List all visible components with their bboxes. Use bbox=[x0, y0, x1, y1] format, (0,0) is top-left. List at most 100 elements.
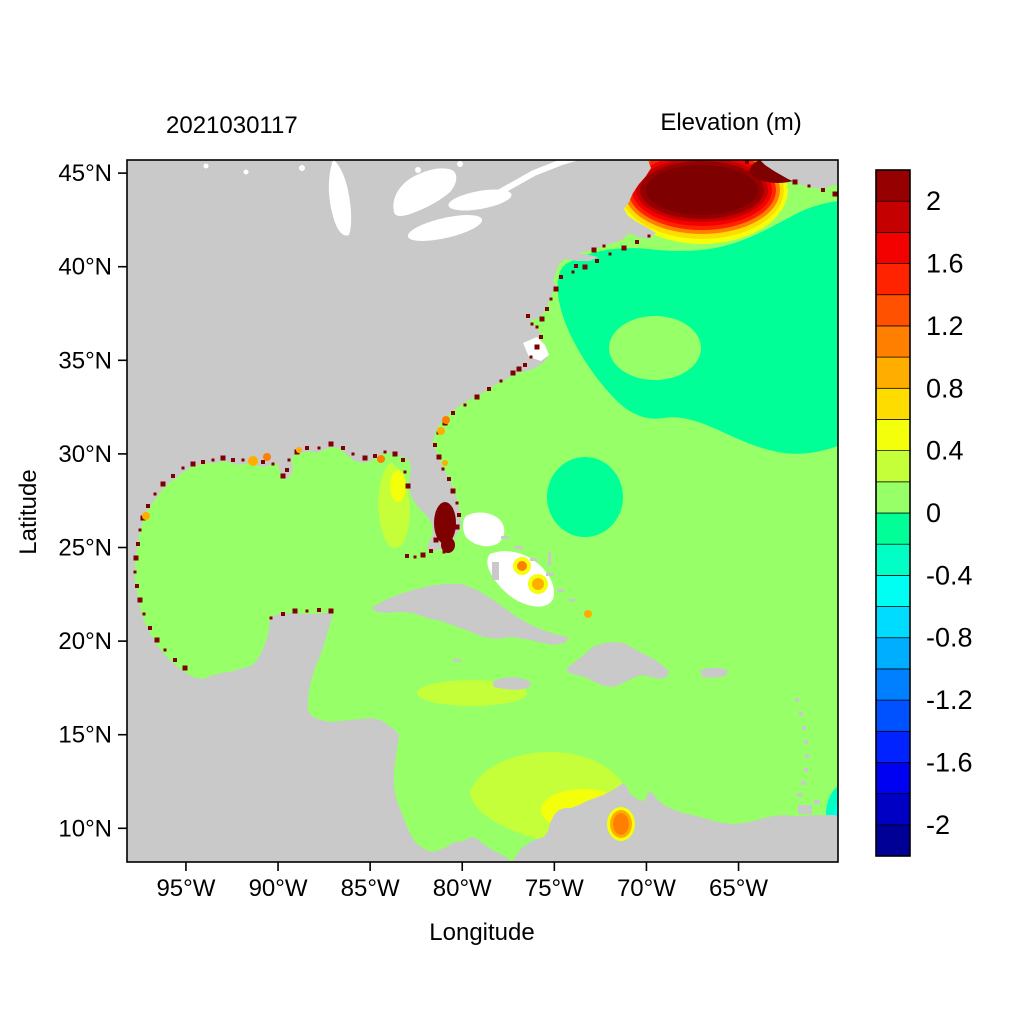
west-florida-shelf-core bbox=[390, 470, 406, 502]
wet-dry-cell bbox=[373, 454, 377, 458]
wet-dry-cell bbox=[523, 363, 527, 367]
timestamp-title: 2021030117 bbox=[166, 112, 298, 139]
wet-dry-cell bbox=[510, 370, 516, 376]
antilles-islet bbox=[804, 740, 808, 744]
lake-michigan bbox=[328, 160, 352, 236]
colorbar-tick-label: 0.4 bbox=[926, 436, 964, 466]
wet-dry-cell bbox=[392, 451, 398, 457]
antilles-islet bbox=[797, 793, 802, 797]
wet-dry-cell bbox=[433, 443, 437, 447]
wet-dry-cell bbox=[753, 163, 757, 167]
lake-ontario bbox=[448, 189, 512, 211]
wet-dry-cell bbox=[305, 446, 309, 450]
south-florida-wet-blob2 bbox=[441, 537, 455, 553]
wet-dry-cell bbox=[745, 160, 749, 164]
antilles-islet bbox=[799, 712, 803, 716]
wet-dry-cell bbox=[779, 176, 783, 180]
colorbar-segment bbox=[875, 730, 911, 763]
positive-hotspot bbox=[517, 561, 527, 571]
wet-dry-cell bbox=[133, 555, 139, 561]
wet-dry-cell bbox=[441, 467, 445, 471]
wet-dry-cell bbox=[285, 468, 289, 472]
colorbar-segment bbox=[875, 232, 911, 264]
wet-dry-cell bbox=[362, 455, 368, 461]
wet-dry-cell bbox=[559, 275, 563, 279]
colorbar: 2 1.6 1.2 0.8 0.4 0 -0.4 -0.8 -1.2 -1.6 -2 bbox=[875, 169, 973, 857]
positive-hotspot bbox=[248, 456, 258, 466]
wet-dry-cell bbox=[792, 179, 798, 185]
surge-maximum-rings bbox=[616, 160, 806, 244]
hispaniola bbox=[566, 642, 669, 687]
wet-dry-cell bbox=[142, 612, 146, 616]
colorbar-segment bbox=[875, 824, 911, 857]
colorbar-segment bbox=[875, 294, 911, 327]
little-bahama-bank bbox=[463, 512, 505, 547]
y-tick-label: 25°N bbox=[58, 535, 112, 562]
wet-dry-cell bbox=[821, 188, 825, 192]
colorbar-segment bbox=[875, 387, 911, 420]
wet-dry-cell bbox=[549, 297, 553, 301]
y-axis-label: Latitude bbox=[15, 469, 42, 554]
wet-dry-cell bbox=[539, 316, 545, 322]
wet-dry-cell bbox=[526, 314, 530, 318]
bahama-islet bbox=[501, 536, 509, 539]
wet-dry-cell bbox=[539, 335, 543, 339]
positive-hotspot bbox=[142, 512, 150, 520]
wet-dry-cell bbox=[136, 542, 140, 546]
colorbar-segment bbox=[875, 637, 911, 670]
negative-anomaly-layer bbox=[547, 201, 838, 862]
colorbar-segment bbox=[875, 356, 911, 389]
colorbar-segment bbox=[875, 325, 911, 358]
wet-dry-cell bbox=[287, 458, 291, 462]
colorbar-segment bbox=[875, 419, 911, 451]
wet-dry-cell bbox=[602, 244, 606, 248]
colorbar-segment bbox=[875, 606, 911, 639]
wet-dry-cell bbox=[171, 474, 175, 478]
wet-dry-cell bbox=[305, 609, 309, 613]
antilles-islet bbox=[801, 781, 806, 785]
colorbar-tick-label: 1.6 bbox=[926, 249, 964, 279]
colorbar-tick-label: -0.8 bbox=[926, 623, 973, 653]
colorbar-tick-label: 1.2 bbox=[926, 311, 964, 341]
colorbar-outline bbox=[875, 169, 911, 857]
wet-dry-cell bbox=[220, 455, 226, 461]
wet-dry-cell bbox=[181, 466, 185, 470]
y-tick-label: 35°N bbox=[58, 347, 112, 374]
wet-dry-cell bbox=[413, 555, 417, 559]
x-tick-label: 75°W bbox=[525, 875, 584, 902]
colorbar-segment bbox=[875, 512, 911, 545]
wet-dry-cell bbox=[182, 665, 188, 671]
wet-dry-cell bbox=[138, 528, 142, 532]
wet-dry-cell bbox=[534, 344, 540, 350]
bahama-islet bbox=[569, 599, 575, 602]
wet-dry-cell bbox=[280, 473, 286, 479]
wet-dry-cell bbox=[474, 394, 480, 400]
wet-dry-cell bbox=[154, 637, 160, 643]
wet-dry-cell bbox=[201, 460, 205, 464]
st-lawrence-river bbox=[498, 160, 580, 195]
y-tick-label: 45°N bbox=[58, 160, 112, 187]
wet-dry-cell bbox=[454, 524, 460, 530]
colorbar-tick-label: 0 bbox=[926, 498, 941, 528]
wet-dry-cell bbox=[832, 191, 838, 197]
positive-hotspot bbox=[437, 427, 445, 435]
wet-dry-cell bbox=[595, 259, 599, 263]
wet-dry-cell bbox=[271, 462, 275, 466]
wet-dry-cell bbox=[635, 240, 639, 244]
puerto-rico bbox=[700, 668, 728, 678]
wet-dry-cell bbox=[137, 597, 143, 603]
wet-dry-cell bbox=[457, 513, 461, 517]
bahama-islet bbox=[514, 546, 523, 549]
colorbar-tick-label: -0.4 bbox=[926, 560, 973, 590]
wet-dry-cell bbox=[231, 458, 235, 462]
surge-core bbox=[646, 165, 758, 215]
positive-hotspot bbox=[442, 460, 448, 466]
wet-dry-cell bbox=[328, 441, 334, 447]
wet-dry-cell bbox=[516, 366, 522, 372]
wet-dry-cell bbox=[487, 387, 491, 391]
wet-dry-cell bbox=[153, 492, 157, 496]
wet-dry-cell bbox=[765, 172, 769, 176]
wet-dry-cell bbox=[328, 608, 334, 614]
wet-dry-cell bbox=[241, 458, 245, 462]
